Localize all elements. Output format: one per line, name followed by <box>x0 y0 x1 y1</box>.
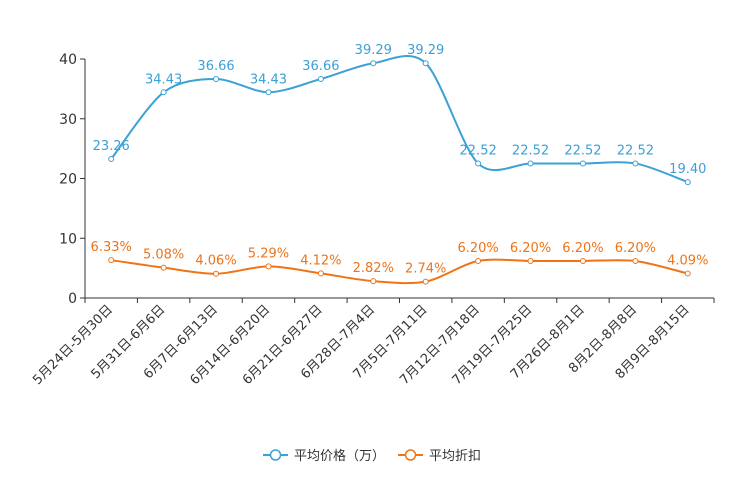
data-label: 36.66 <box>197 59 234 74</box>
series-avg-discount: 6.33% 5.08% 4.06% 5.29% 4.12% 2.82% 2.74% 6.20%… <box>91 240 708 285</box>
data-label: 6.33% <box>91 240 132 255</box>
y-axis: 0 10 20 30 40 <box>59 52 86 307</box>
legend-item-avg-price[interactable]: 平均价格（万） <box>263 448 385 464</box>
data-point[interactable] <box>160 89 167 96</box>
data-label: 39.29 <box>407 43 444 58</box>
data-point[interactable] <box>632 257 639 264</box>
series-avg-price: 23.26 34.43 36.66 34.43 36.66 39.29 39.29 22.52… <box>93 43 706 186</box>
data-point[interactable] <box>317 270 324 277</box>
data-point[interactable] <box>160 264 167 271</box>
legend-label: 平均价格（万） <box>294 448 385 464</box>
data-label: 2.82% <box>353 261 394 276</box>
legend-item-avg-discount[interactable]: 平均折扣 <box>398 449 481 464</box>
legend[interactable]: 平均价格（万） 平均折扣 <box>263 448 481 464</box>
data-label: 4.09% <box>667 254 708 269</box>
data-point[interactable] <box>684 270 691 277</box>
data-label: 6.20% <box>562 241 603 256</box>
data-point[interactable] <box>265 89 272 96</box>
data-label: 22.52 <box>460 143 497 158</box>
data-point[interactable] <box>370 278 377 285</box>
legend-marker-icon <box>269 449 282 461</box>
data-label: 2.74% <box>405 262 446 277</box>
data-label: 22.52 <box>617 143 654 158</box>
y-tick-label: 0 <box>68 291 77 307</box>
y-tick-label: 30 <box>59 112 77 128</box>
data-point[interactable] <box>108 156 115 163</box>
data-point[interactable] <box>213 270 220 277</box>
data-point[interactable] <box>527 257 534 264</box>
data-label: 6.20% <box>615 241 656 256</box>
data-label: 34.43 <box>145 72 182 87</box>
y-tick-label: 10 <box>59 231 77 247</box>
data-point[interactable] <box>422 278 429 285</box>
data-label: 19.40 <box>669 162 706 177</box>
data-point[interactable] <box>265 263 272 270</box>
y-tick-label: 40 <box>59 52 77 68</box>
data-label: 23.26 <box>93 139 130 154</box>
y-tick-label: 20 <box>59 172 77 188</box>
legend-marker-icon <box>404 449 417 461</box>
data-label: 4.06% <box>195 254 236 269</box>
series-layer: 23.26 34.43 36.66 34.43 36.66 39.29 39.29 22.52… <box>91 43 708 285</box>
data-label: 4.12% <box>300 253 341 268</box>
data-point[interactable] <box>579 160 586 167</box>
data-label: 6.20% <box>457 241 498 256</box>
data-label: 5.29% <box>248 246 289 261</box>
series-line <box>111 258 689 285</box>
data-label: 5.08% <box>143 248 184 263</box>
x-axis: 5月24日-5月30日5月31日-6月6日6月7日-6月13日6月14日-6月2… <box>30 297 715 388</box>
series-line <box>110 55 689 184</box>
data-point[interactable] <box>632 160 639 167</box>
data-point[interactable] <box>475 160 482 167</box>
data-label: 39.29 <box>355 43 392 58</box>
data-label: 22.52 <box>512 143 549 158</box>
legend-label: 平均折扣 <box>429 449 481 464</box>
data-label: 34.43 <box>250 72 287 87</box>
data-point[interactable] <box>213 75 220 82</box>
data-point[interactable] <box>317 75 324 82</box>
data-label: 22.52 <box>564 143 601 158</box>
data-point[interactable] <box>370 60 377 67</box>
data-point[interactable] <box>527 160 534 167</box>
data-point[interactable] <box>422 60 429 67</box>
data-point[interactable] <box>684 179 691 186</box>
data-point[interactable] <box>579 257 586 264</box>
data-label: 36.66 <box>302 59 339 74</box>
data-point[interactable] <box>108 257 115 264</box>
data-point[interactable] <box>475 257 482 264</box>
data-label: 6.20% <box>510 241 551 256</box>
